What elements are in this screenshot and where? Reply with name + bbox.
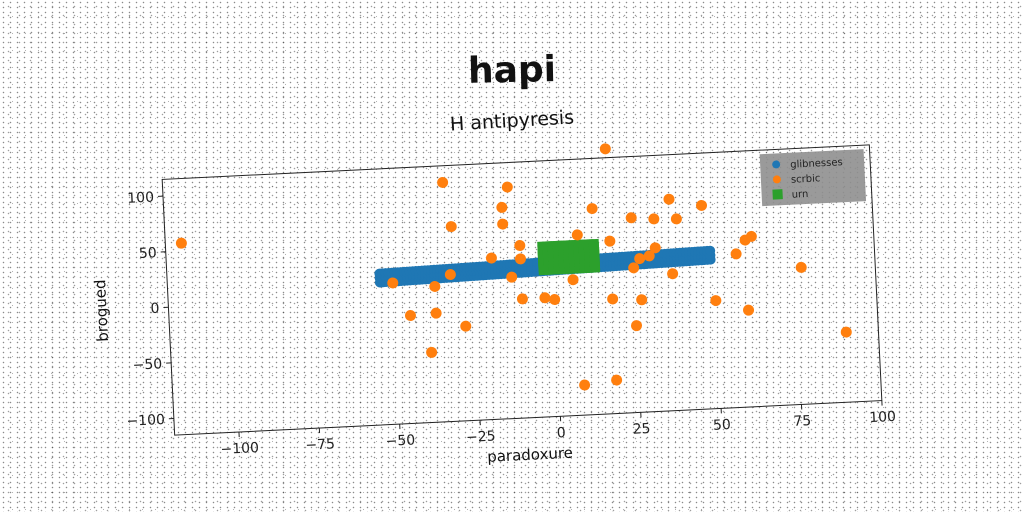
scrbic-point (840, 326, 852, 338)
scrbic-point (485, 252, 497, 264)
scrbic-point (506, 271, 518, 283)
y-axis-label: brogued (91, 279, 112, 342)
y-tick-label: 100 (127, 190, 154, 207)
y-tick-label: −50 (132, 356, 162, 373)
legend-marker (772, 175, 781, 184)
scrbic-point (497, 218, 509, 230)
x-tick-label: 50 (713, 417, 732, 434)
scrbic-point (795, 261, 807, 273)
scrbic-points (175, 143, 852, 391)
scrbic-point (501, 181, 513, 193)
scrbic-point (426, 346, 438, 358)
scrbic-point (649, 242, 661, 254)
scrbic-point (631, 320, 643, 332)
scrbic-point (567, 274, 579, 286)
scrbic-point (571, 229, 583, 241)
scrbic-point (599, 143, 611, 155)
scrbic-point (663, 193, 675, 205)
scrbic-point (437, 176, 449, 188)
scrbic-point (586, 203, 598, 215)
x-tick-label: 0 (556, 425, 566, 441)
scrbic-point (743, 304, 755, 316)
x-ticks: −100 −75 −50 −25 0 25 50 75 100 (220, 400, 896, 458)
x-tick-label: −75 (305, 436, 335, 453)
y-tick-label: 50 (139, 245, 158, 262)
scrbic-point (387, 277, 399, 289)
legend-label: glibnesses (790, 157, 843, 171)
x-axis-label: paradoxure (487, 444, 574, 466)
scrbic-point (643, 250, 655, 262)
scrbic-point (667, 268, 679, 280)
scrbic-point (496, 201, 508, 213)
scrbic-point (175, 237, 187, 249)
legend-label: scrbic (791, 173, 821, 185)
scrbic-point (634, 253, 646, 265)
scrbic-point (514, 253, 526, 265)
urn-block (537, 238, 601, 276)
scrbic-point (696, 199, 708, 211)
glibnesses-point (705, 245, 716, 256)
scrbic-point (636, 294, 648, 306)
legend-marker (772, 160, 781, 169)
scrbic-point (611, 374, 623, 386)
scrbic-point (607, 293, 619, 305)
legend-box (759, 149, 867, 207)
legend-label: urn (791, 189, 808, 201)
scrbic-point (516, 293, 528, 305)
scrbic-point (579, 379, 591, 391)
scrbic-point (648, 213, 660, 225)
scrbic-point (628, 262, 640, 274)
x-tick-label: −100 (220, 440, 259, 458)
scrbic-point (730, 248, 742, 260)
scrbic-point (445, 221, 457, 233)
scrbic-point (539, 292, 551, 304)
scrbic-point (444, 269, 456, 281)
urn-point (588, 238, 600, 250)
y-tick-label: 0 (150, 301, 160, 317)
scrbic-point (710, 295, 722, 307)
scrbic-point (404, 310, 416, 322)
y-tick-label: −100 (126, 412, 165, 430)
x-tick-label: −50 (385, 432, 415, 449)
x-tick-label: 75 (793, 413, 812, 430)
scrbic-point (429, 280, 441, 292)
scrbic-point (670, 213, 682, 225)
x-tick-label: −25 (466, 428, 496, 445)
scrbic-point (745, 230, 757, 242)
x-tick-label: 25 (632, 421, 651, 438)
scrbic-point (460, 320, 472, 332)
scrbic-point (625, 212, 637, 224)
scrbic-point (604, 235, 616, 247)
scrbic-point (514, 240, 526, 252)
scrbic-point (430, 307, 442, 319)
y-ticks: −100 −50 0 50 100 (126, 190, 174, 430)
x-tick-label: 100 (869, 409, 896, 426)
legend-marker (772, 189, 783, 200)
scrbic-point (549, 294, 561, 306)
legend: glibnesses scrbic urn (759, 149, 867, 207)
